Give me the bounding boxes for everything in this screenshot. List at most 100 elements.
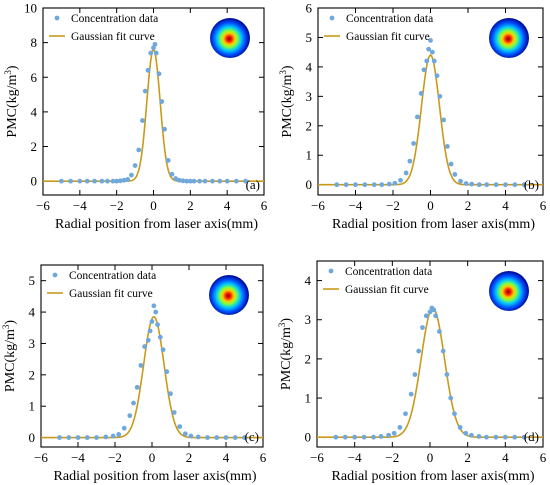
y-tick-label: 5 — [306, 30, 313, 45]
x-tick-label: 0 — [150, 198, 157, 213]
data-point — [164, 369, 170, 375]
data-point — [159, 99, 165, 104]
x-tick-label: 2 — [187, 198, 194, 213]
fit-curve-line — [317, 307, 543, 439]
data-point — [452, 411, 457, 417]
data-point — [195, 434, 201, 440]
data-point — [427, 309, 433, 315]
y-tick-label: 6 — [31, 70, 38, 85]
data-point — [233, 178, 239, 184]
y-tick-label: 2 — [306, 118, 313, 133]
data-point — [512, 182, 518, 188]
plot-area — [318, 37, 543, 188]
data-point — [463, 430, 469, 436]
data-point — [428, 37, 433, 43]
y-tick-label: 8 — [31, 35, 38, 50]
data-point — [469, 181, 475, 187]
x-tick-label: −6 — [311, 198, 325, 213]
x-axis-title: Radial position from laser axis(mm) — [54, 469, 257, 484]
data-point — [68, 178, 74, 184]
legend-label-fit: Gaussian fit curve — [69, 288, 153, 300]
x-tick-label: −6 — [34, 450, 48, 465]
y-tick-label: 10 — [24, 1, 37, 16]
data-point — [448, 161, 454, 167]
data-point — [156, 71, 162, 77]
legend: Concentration data Gaussian fit curve — [49, 13, 158, 43]
x-tick-label: 6 — [261, 198, 268, 213]
y-axis-title: PMC(kg/m3) — [277, 318, 294, 391]
data-point — [182, 431, 188, 437]
y-tick-label: 3 — [29, 336, 36, 351]
beam-heatmap-icon — [489, 271, 529, 311]
data-point — [136, 147, 142, 153]
legend-label-data: Concentration data — [69, 270, 156, 282]
y-tick-label: 2 — [31, 139, 38, 154]
data-point — [138, 363, 144, 368]
data-point — [57, 435, 62, 440]
data-point — [333, 434, 339, 440]
data-point — [66, 435, 72, 440]
data-point — [521, 182, 527, 188]
data-point — [149, 319, 155, 324]
x-tick-label: 0 — [149, 450, 156, 465]
data-point — [94, 435, 99, 440]
data-point — [371, 182, 377, 188]
data-point — [414, 114, 420, 120]
y-tick-label: 3 — [306, 89, 313, 104]
data-point — [407, 158, 413, 164]
data-point — [431, 307, 437, 313]
x-axis-title: Radial position from laser axis(mm) — [332, 217, 535, 232]
data-point — [232, 435, 238, 440]
data-point — [412, 372, 418, 377]
data-point — [469, 432, 474, 438]
data-point — [441, 117, 447, 123]
y-tick-label: 1 — [29, 399, 36, 414]
x-tick-label: −4 — [348, 450, 362, 465]
data-point — [493, 434, 499, 440]
y-tick-label: 2 — [29, 367, 36, 382]
x-tick-label: 6 — [540, 198, 547, 213]
data-point — [77, 178, 83, 184]
data-point — [452, 171, 458, 177]
data-point — [168, 391, 173, 397]
y-tick-label: 5 — [29, 273, 36, 288]
beam-heatmap-icon — [209, 275, 249, 315]
plot-area — [43, 41, 264, 184]
data-point — [429, 49, 435, 55]
data-point — [411, 141, 417, 146]
legend-label-fit: Gaussian fit curve — [71, 31, 155, 43]
data-point — [110, 178, 116, 184]
data-point — [187, 178, 193, 184]
data-point — [197, 178, 202, 184]
x-tick-label: 2 — [464, 450, 471, 465]
data-point — [129, 172, 134, 178]
fit-curve-line — [41, 315, 263, 439]
x-tick-label: −4 — [71, 450, 85, 465]
data-point — [105, 178, 110, 184]
x-axis-title: Radial position from laser axis(mm) — [55, 217, 258, 232]
fit-curve-line — [318, 54, 543, 186]
legend-label-data: Concentration data — [71, 13, 158, 25]
panel-label: (b) — [524, 177, 539, 192]
data-point — [334, 182, 340, 188]
data-point — [371, 434, 376, 440]
data-point — [223, 435, 229, 440]
data-point — [420, 325, 425, 330]
x-tick-label: 0 — [427, 450, 434, 465]
data-point — [116, 432, 122, 437]
data-point — [117, 178, 123, 184]
legend-label-data: Concentration data — [346, 13, 433, 25]
data-point — [353, 182, 358, 188]
data-point — [457, 425, 463, 430]
data-point — [99, 178, 105, 184]
data-point — [416, 348, 422, 354]
chart-panel: −6 −4 −2 0 2 4 6 0 1 2 3 4 5 6 Radial position from la… — [278, 1, 547, 233]
data-point — [392, 180, 398, 186]
data-point — [444, 372, 450, 377]
data-point — [153, 309, 159, 315]
data-point — [386, 432, 391, 438]
x-tick-label: −4 — [73, 198, 87, 213]
data-point — [114, 178, 120, 184]
data-point — [521, 434, 527, 440]
